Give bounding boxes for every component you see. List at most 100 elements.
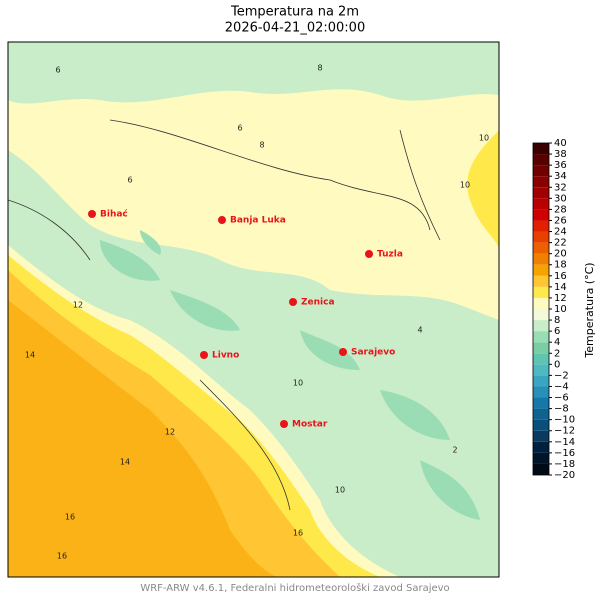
colorbar-tick-label: 38	[554, 149, 567, 160]
contour-label: 8	[259, 141, 264, 150]
colorbar-bin	[533, 320, 549, 332]
colorbar-bin	[533, 386, 549, 398]
border	[8, 119, 441, 511]
colorbar-label: Temperatura (°C)	[583, 262, 596, 358]
colorbar-bin	[533, 309, 549, 321]
colorbar-tick-label: −6	[554, 393, 569, 404]
colorbar-bin	[533, 353, 549, 365]
region	[8, 300, 280, 577]
contour-label: 8	[317, 64, 322, 73]
contour-label: 12	[73, 301, 83, 310]
colorbar-tick-label: −18	[554, 459, 575, 470]
colorbar-tick-label: 20	[554, 249, 567, 260]
colorbar-bin	[533, 143, 549, 155]
colorbar-bin	[533, 364, 549, 376]
city-label: Mostar	[292, 420, 328, 430]
colorbar-bin	[533, 441, 549, 453]
colorbar-tick-label: 22	[554, 238, 567, 249]
contour-labels: 6 8 10 10 12 14 14 16 16 16 12 6 10 10 8 6 4 2	[25, 64, 489, 561]
map	[7, 41, 500, 578]
city-marker	[365, 250, 373, 258]
colorbar-tick-label: 0	[554, 359, 560, 370]
colorbar-bin	[533, 452, 549, 464]
colorbar-tick-label: 34	[554, 171, 567, 182]
contour-label: 2	[452, 446, 457, 455]
city-label: Banja Luka	[230, 216, 286, 226]
colorbar-tick-label: 36	[554, 160, 567, 171]
footer: WRF-ARW v4.6.1, Federalni hidrometeorolo…	[140, 582, 449, 594]
colorbar-bin	[533, 275, 549, 287]
city-marker	[218, 216, 226, 224]
colorbar-bin	[533, 187, 549, 199]
colorbar-bin	[533, 297, 549, 309]
colorbar-tick-label: 16	[554, 271, 567, 282]
city-label: Bihać	[100, 209, 128, 220]
subtitle: 2026-04-21_02:00:00	[225, 21, 365, 36]
colorbar-bin	[533, 165, 549, 177]
city-label: Tuzla	[377, 250, 403, 260]
contour-label: 10	[460, 181, 470, 190]
city-marker	[289, 298, 297, 306]
contour-label: 6	[237, 124, 242, 133]
colorbar-bin	[533, 253, 549, 265]
contour-label: 12	[165, 428, 175, 437]
colorbar-bin	[533, 198, 549, 210]
colorbar-tick-label: 6	[554, 326, 560, 337]
colorbar-tick-label: −8	[554, 404, 569, 415]
city-marker	[339, 348, 347, 356]
colorbar-tick-label: −12	[554, 426, 575, 437]
contour-label: 10	[479, 134, 489, 143]
colorbar-tick-label: −4	[554, 381, 569, 392]
colorbar-tick-label: 10	[554, 304, 567, 315]
region	[8, 42, 499, 104]
city-label: Zenica	[301, 298, 335, 308]
title: Temperatura na 2m	[230, 5, 359, 20]
colorbar-bin	[533, 397, 549, 409]
city-label: Livno	[212, 351, 239, 361]
colorbar-bin	[533, 419, 549, 431]
colorbar-bin	[533, 154, 549, 166]
region	[100, 230, 480, 520]
colorbar-bin	[533, 463, 549, 475]
city-label: Sarajevo	[351, 348, 395, 358]
colorbar-tick-label: 18	[554, 260, 567, 271]
colorbar-bin	[533, 286, 549, 298]
contour-label: 4	[417, 326, 422, 335]
colorbar-bin	[533, 209, 549, 221]
colorbar-bin	[533, 220, 549, 232]
colorbar-tick-label: 24	[554, 227, 567, 238]
colorbar-tick-label: 4	[554, 337, 560, 348]
contour-label: 14	[120, 458, 130, 467]
colorbar-bin	[533, 231, 549, 243]
cities: Bihać Banja Luka Tuzla Zenica Sarajevo Livno M…	[88, 209, 403, 430]
colorbar-tick-label: 32	[554, 182, 567, 193]
contour-label: 14	[25, 351, 35, 360]
contour-label: 10	[293, 379, 303, 388]
contour-label: 6	[127, 176, 132, 185]
colorbar-tick-label: −10	[554, 415, 575, 426]
colorbar-tick-label: 40	[554, 138, 567, 149]
colorbar-bin	[533, 342, 549, 354]
colorbar-tick-label: −2	[554, 370, 569, 381]
city-marker	[200, 351, 208, 359]
colorbar-bin	[533, 331, 549, 343]
colorbar-bin	[533, 408, 549, 420]
colorbar-bin	[533, 430, 549, 442]
colorbar-tick-label: 2	[554, 348, 560, 359]
contour-label: 10	[335, 486, 345, 495]
region	[467, 130, 499, 250]
map-frame	[7, 41, 500, 578]
colorbar-tick-label: 30	[554, 193, 567, 204]
city-marker	[88, 210, 96, 218]
colorbar-bin	[533, 242, 549, 254]
contour-label: 6	[55, 66, 60, 75]
colorbar: −20−18−16−14−12−10−8−6−4−202468101214161…	[532, 138, 575, 481]
colorbar-bin	[533, 176, 549, 188]
colorbar-tick-label: −14	[554, 437, 575, 448]
colorbar-tick-label: 12	[554, 293, 567, 304]
colorbar-tick-label: −16	[554, 448, 575, 459]
colorbar-bin	[533, 264, 549, 276]
contour-label: 16	[293, 529, 303, 538]
colorbar-tick-label: 8	[554, 315, 560, 326]
